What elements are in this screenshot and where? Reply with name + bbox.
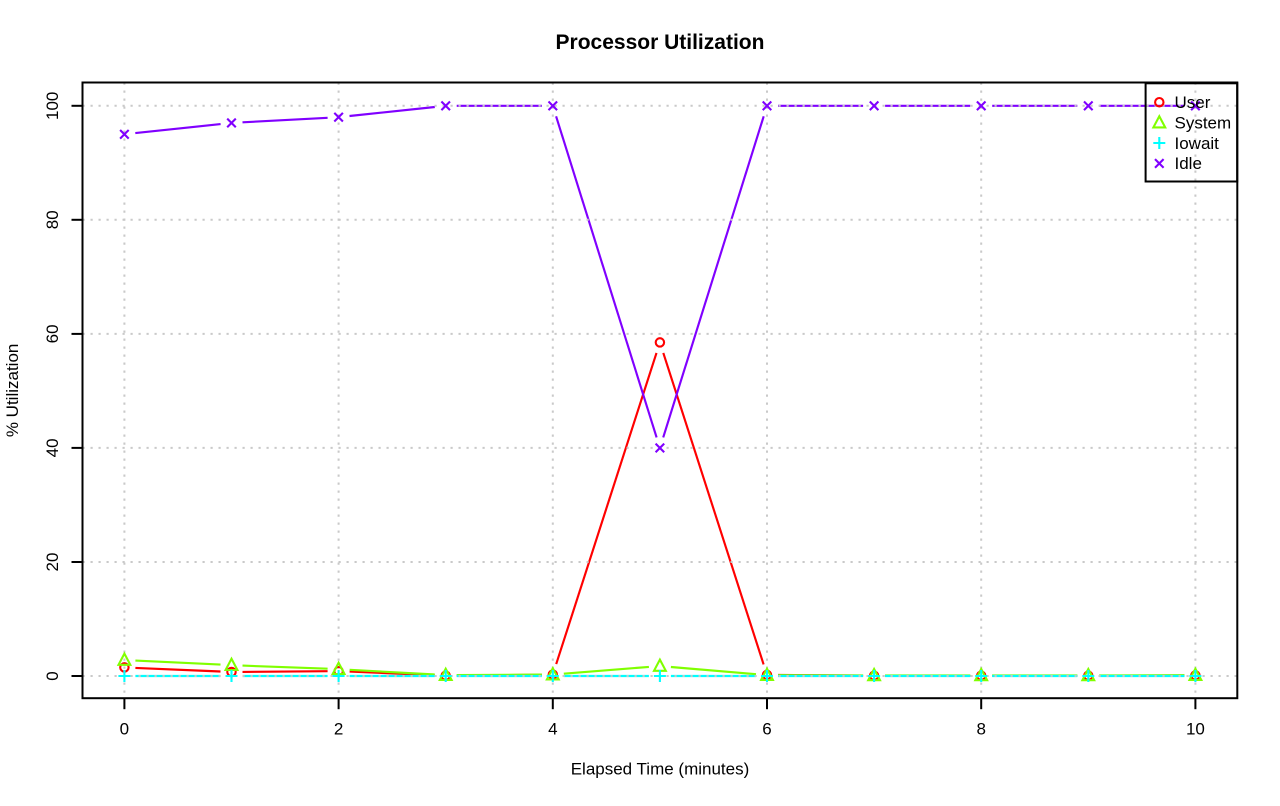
svg-text:100: 100 [43,92,62,120]
svg-text:80: 80 [43,210,62,229]
svg-text:20: 20 [43,553,62,572]
svg-text:Elapsed Time (minutes): Elapsed Time (minutes) [571,760,750,779]
svg-text:Processor Utilization: Processor Utilization [556,31,765,54]
svg-text:2: 2 [334,720,343,739]
svg-text:Idle: Idle [1175,154,1202,173]
svg-text:0: 0 [120,720,129,739]
svg-text:4: 4 [548,720,557,739]
svg-text:60: 60 [43,324,62,343]
svg-text:10: 10 [1186,720,1205,739]
svg-text:% Utilization: % Utilization [3,344,22,438]
svg-text:User: User [1175,93,1211,112]
svg-text:Iowait: Iowait [1175,134,1220,153]
svg-text:6: 6 [762,720,771,739]
svg-text:8: 8 [976,720,985,739]
svg-text:System: System [1175,113,1232,132]
svg-text:0: 0 [43,671,62,680]
svg-text:40: 40 [43,438,62,457]
